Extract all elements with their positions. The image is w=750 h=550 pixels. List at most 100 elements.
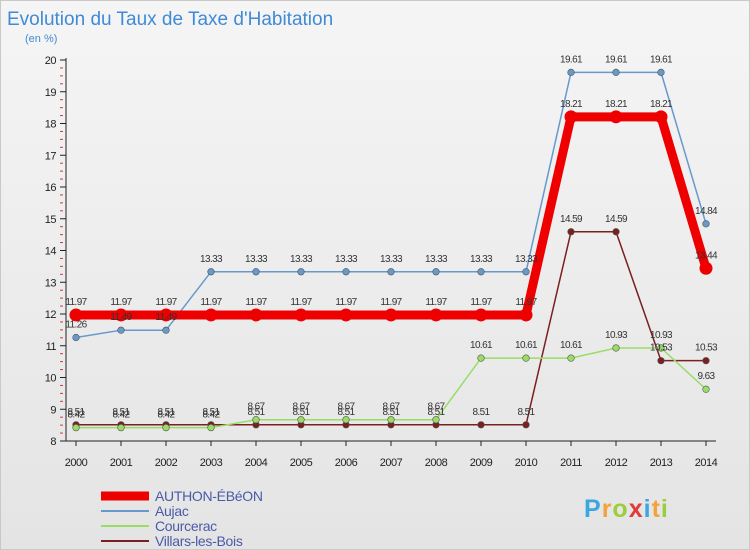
series-4-data-label: 8.51 [382,407,400,418]
legend-label-4: Villars-les-Bois [155,533,243,549]
series-1-point [654,110,668,124]
series-4-point [702,357,710,365]
series-3-data-label: 8.42 [157,410,175,421]
x-tick-label-2004: 2004 [245,457,268,469]
series-2-point [432,268,440,276]
series-1-point [339,308,353,322]
series-2-data-label: 13.33 [425,254,448,265]
series-3-data-label: 8.42 [112,410,130,421]
series-2-point [477,268,485,276]
series-4-data-label: 8.51 [292,407,310,418]
series-4-data-label: 8.51 [67,407,85,418]
series-3-point [522,354,530,362]
series-4-data-label: 8.51 [472,407,490,418]
series-2-data-label: 13.33 [200,254,223,265]
logo-letter: t [652,495,661,523]
series-4-data-label: 10.53 [650,343,673,354]
y-tick-label-20: 20 [45,55,57,67]
series-2-data-label: 13.33 [290,254,313,265]
logo-letter: o [612,495,628,523]
x-tick-label-2009: 2009 [470,457,493,469]
y-tick-label-9: 9 [50,404,56,416]
series-1-point [474,308,488,322]
logo-letter: P [584,495,602,523]
series-1-data-label: 13.44 [695,250,718,261]
x-tick-label-2013: 2013 [650,457,673,469]
series-3-point [207,424,215,432]
series-2-point [387,268,395,276]
series-1-data-label: 11.97 [155,297,177,308]
series-1-point [699,261,713,275]
series-4-data-label: 8.51 [427,407,445,418]
series-4-data-label: 8.51 [247,407,265,418]
y-tick-label-13: 13 [45,277,57,289]
x-tick-label-2006: 2006 [335,457,358,469]
series-2-data-label: 14.84 [695,206,718,217]
x-tick-label-2007: 2007 [380,457,403,469]
y-tick-label-14: 14 [45,246,57,258]
series-1-point [429,308,443,322]
x-tick-label-2011: 2011 [560,457,582,469]
series-1-data-label: 11.97 [110,297,132,308]
series-1-data-label: 11.97 [515,297,537,308]
series-2-point [297,268,305,276]
series-4-data-label: 8.51 [337,407,355,418]
series-1-point [564,110,578,124]
series-4-data-label: 10.53 [695,343,718,354]
series-3-point [162,424,170,432]
series-4-point [612,228,620,236]
series-3-point [477,354,485,362]
x-tick-label-2008: 2008 [425,457,448,469]
chart-title: Evolution du Taux de Taxe d'Habitation [7,9,333,30]
series-1-data-label: 18.21 [605,99,628,110]
proxiti-logo: Proxiti [584,495,669,523]
series-1-data-label: 11.97 [245,297,267,308]
series-4-data-label: 8.51 [157,407,175,418]
legend-label-2: Aujac [155,503,189,519]
series-1-data-label: 11.97 [200,297,222,308]
series-2-data-label: 13.33 [470,254,493,265]
series-3-point [342,416,350,424]
y-tick-label-8: 8 [50,436,56,448]
series-2-data-label: 19.61 [560,54,583,65]
series-4-point [477,421,485,429]
y-tick-label-19: 19 [45,87,57,99]
series-2-point [207,268,215,276]
series-1-data-label: 11.97 [425,297,447,308]
series-4-point [567,228,575,236]
data-labels: 11.97 11.97 11.97 11.97 11.97 11.97 11.97 11.97… [65,54,718,420]
x-tick-label-2002: 2002 [155,457,178,469]
logo-letter: i [661,495,669,523]
y-tick-label-18: 18 [45,119,57,131]
series-3-point [612,344,620,352]
axes: 8 9 10 11 12 13 14 15 16 17 18 19 20 2000 2001 2002 2003… [45,55,718,469]
series-2-point [162,326,170,334]
series-3-point [567,354,575,362]
x-tick-label-2012: 2012 [605,457,628,469]
series-1-point [249,308,263,322]
series-1-data-label: 11.97 [290,297,312,308]
series-1-point [384,308,398,322]
series-3-point [432,416,440,424]
series-3-data-label: 8.67 [247,402,265,413]
y-tick-label-12: 12 [45,309,57,321]
y-tick-label-17: 17 [45,150,57,162]
series-1-data-label: 11.97 [470,297,492,308]
logo-letter: i [644,495,652,523]
series-4-data-label: 14.59 [560,214,583,225]
series-2-point [612,68,620,76]
series-3-data-label: 8.67 [382,402,400,413]
series-2-data-label: 13.33 [245,254,268,265]
series-1-data-label: 18.21 [560,99,583,110]
series-3-data-label: 10.61 [470,340,493,351]
series-3-point [72,424,80,432]
series-2-point [117,326,125,334]
series-1-point [159,308,173,322]
legend-label-1: AUTHON-ÉBéON [155,488,263,504]
logo-letter: r [602,495,613,523]
x-tick-label-2003: 2003 [200,457,223,469]
series-lines [69,68,713,432]
series-4-data-label: 8.51 [112,407,130,418]
series-4-data-label: 8.51 [517,407,535,418]
